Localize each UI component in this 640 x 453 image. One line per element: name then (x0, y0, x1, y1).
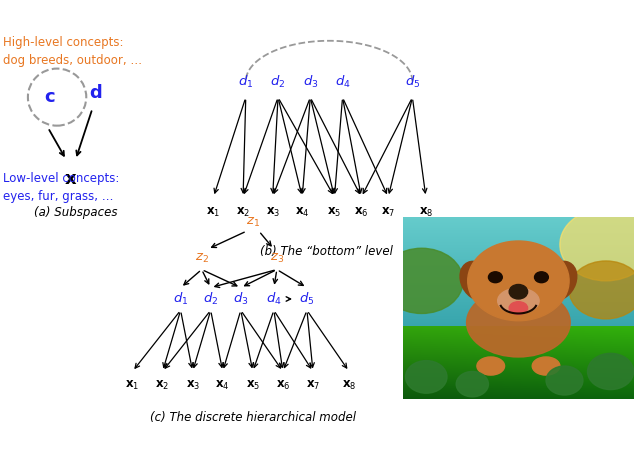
Text: $d_4$: $d_4$ (266, 291, 282, 307)
Circle shape (560, 208, 640, 281)
Text: $\mathbf{x}_1$: $\mathbf{x}_1$ (125, 379, 140, 391)
Text: $\mathbf{c}$: $\mathbf{c}$ (44, 88, 55, 106)
Text: $\mathbf{x}_4$: $\mathbf{x}_4$ (216, 379, 230, 391)
Ellipse shape (509, 302, 527, 314)
Text: $\mathbf{x}_5$: $\mathbf{x}_5$ (246, 379, 260, 391)
Text: Low-level concepts:
eyes, fur, grass, …: Low-level concepts: eyes, fur, grass, … (3, 172, 120, 203)
Ellipse shape (498, 288, 539, 313)
Text: $\mathbf{x}_1$: $\mathbf{x}_1$ (207, 207, 221, 219)
Text: $d_3$: $d_3$ (303, 73, 318, 90)
Circle shape (488, 272, 502, 283)
Text: $\mathbf{x}_2$: $\mathbf{x}_2$ (236, 207, 250, 219)
Text: $\mathbf{x}_6$: $\mathbf{x}_6$ (354, 207, 369, 219)
Text: $d_2$: $d_2$ (270, 73, 285, 90)
Text: $\mathbf{x}_4$: $\mathbf{x}_4$ (295, 207, 310, 219)
Circle shape (569, 261, 640, 319)
Text: $z_2$: $z_2$ (195, 252, 209, 265)
Circle shape (534, 272, 548, 283)
Ellipse shape (467, 288, 570, 357)
Text: $d_2$: $d_2$ (203, 291, 218, 307)
Text: (c) The discrete hierarchical model: (c) The discrete hierarchical model (150, 410, 356, 424)
Text: $d_1$: $d_1$ (173, 291, 188, 307)
Text: $d_3$: $d_3$ (233, 291, 248, 307)
Circle shape (546, 366, 583, 395)
Text: $\mathbf{d}$: $\mathbf{d}$ (89, 84, 102, 102)
Text: (b) The “bottom” level: (b) The “bottom” level (260, 245, 393, 258)
Text: $d_5$: $d_5$ (300, 291, 315, 307)
Circle shape (468, 241, 569, 321)
Ellipse shape (460, 261, 494, 300)
Text: $\mathbf{x}_5$: $\mathbf{x}_5$ (328, 207, 342, 219)
Text: $\mathbf{x}_3$: $\mathbf{x}_3$ (266, 207, 280, 219)
Ellipse shape (532, 357, 560, 375)
Text: $\mathbf{x}_3$: $\mathbf{x}_3$ (186, 379, 200, 391)
Text: $\mathbf{x}_7$: $\mathbf{x}_7$ (381, 207, 396, 219)
Text: $d_5$: $d_5$ (404, 73, 420, 90)
Text: $\mathbf{x}$: $\mathbf{x}$ (64, 170, 77, 188)
Text: High-level concepts:
dog breeds, outdoor, …: High-level concepts: dog breeds, outdoor… (3, 36, 142, 67)
Text: $z_1$: $z_1$ (246, 216, 260, 228)
Text: $\mathbf{x}_7$: $\mathbf{x}_7$ (306, 379, 320, 391)
Circle shape (406, 361, 447, 393)
Circle shape (456, 371, 488, 397)
Text: $\mathbf{x}_8$: $\mathbf{x}_8$ (419, 207, 433, 219)
Text: $d_1$: $d_1$ (238, 73, 253, 90)
Circle shape (380, 248, 463, 313)
Ellipse shape (543, 261, 577, 300)
Text: $z_3$: $z_3$ (270, 252, 284, 265)
Ellipse shape (477, 357, 504, 375)
Circle shape (588, 353, 634, 390)
Text: $\mathbf{x}_8$: $\mathbf{x}_8$ (342, 379, 356, 391)
Text: $d_4$: $d_4$ (335, 73, 351, 90)
Circle shape (509, 284, 527, 299)
Text: $\mathbf{x}_6$: $\mathbf{x}_6$ (276, 379, 290, 391)
Text: (a) Subspaces: (a) Subspaces (34, 206, 117, 219)
Text: $\mathbf{x}_2$: $\mathbf{x}_2$ (156, 379, 170, 391)
